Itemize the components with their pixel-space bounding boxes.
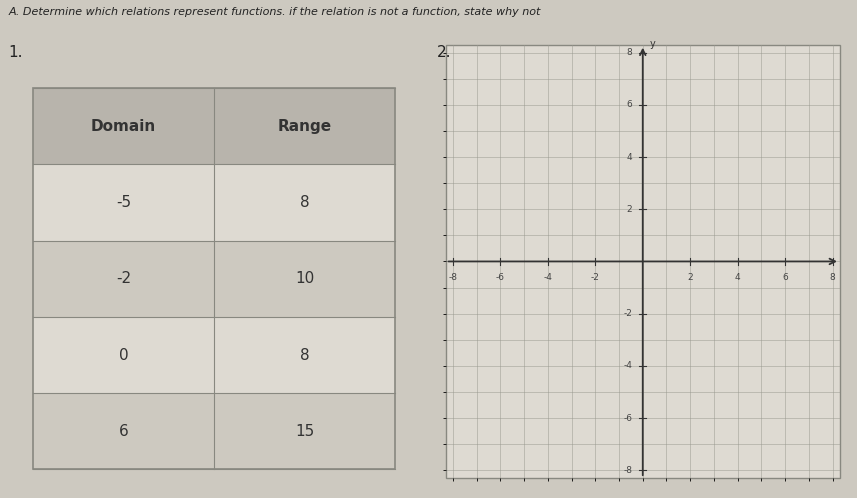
Bar (33, 393, 395, 470)
Text: -6: -6 (495, 273, 505, 282)
Bar (33, 241, 395, 317)
Bar (33, 88, 395, 470)
Text: 10: 10 (295, 271, 315, 286)
Bar (33, 164, 395, 241)
Text: -8: -8 (448, 273, 458, 282)
Bar (33, 317, 395, 393)
Text: Range: Range (278, 119, 332, 134)
Text: -5: -5 (116, 195, 131, 210)
Text: 15: 15 (295, 424, 315, 439)
Text: 0: 0 (118, 348, 129, 363)
Text: 8: 8 (300, 348, 309, 363)
Text: 2: 2 (687, 273, 693, 282)
Text: 4: 4 (735, 273, 740, 282)
Text: A. Determine which relations represent functions. if the relation is not a funct: A. Determine which relations represent f… (9, 7, 541, 17)
Text: y: y (650, 39, 656, 49)
Text: 6: 6 (782, 273, 788, 282)
Text: Domain: Domain (91, 119, 156, 134)
Text: 8: 8 (626, 48, 632, 57)
Text: -8: -8 (623, 466, 632, 475)
Text: -2: -2 (116, 271, 131, 286)
Text: 4: 4 (626, 152, 632, 161)
Text: 2.: 2. (437, 45, 452, 60)
Text: 8: 8 (300, 195, 309, 210)
Text: 2: 2 (626, 205, 632, 214)
Bar (33, 88, 395, 164)
Text: 6: 6 (626, 101, 632, 110)
Text: 6: 6 (118, 424, 129, 439)
Text: 8: 8 (830, 273, 836, 282)
Bar (446, 45, 840, 478)
Text: -6: -6 (623, 413, 632, 422)
Text: -2: -2 (590, 273, 600, 282)
Text: -4: -4 (623, 362, 632, 371)
Text: -4: -4 (543, 273, 552, 282)
Text: 1.: 1. (9, 45, 23, 60)
Text: -2: -2 (623, 309, 632, 318)
